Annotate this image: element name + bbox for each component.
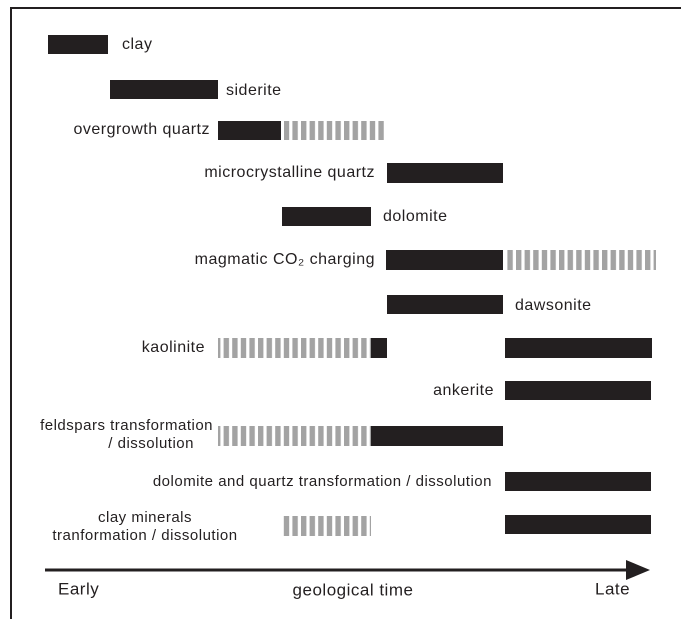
dashed-bar bbox=[282, 516, 371, 536]
dashed-bar bbox=[284, 121, 384, 140]
solid-bar bbox=[282, 207, 371, 226]
row-label: tranformation / dissolution bbox=[52, 527, 237, 544]
solid-bar bbox=[218, 121, 281, 140]
row-label: magmatic CO₂ charging bbox=[195, 251, 375, 268]
row-label: dolomite and quartz transformation / dis… bbox=[153, 473, 492, 490]
row-label: ankerite bbox=[433, 382, 494, 399]
arrow-head bbox=[626, 560, 650, 580]
dashed-bar bbox=[506, 250, 656, 270]
row-label: overgrowth quartz bbox=[73, 121, 210, 138]
solid-bar bbox=[48, 35, 108, 54]
solid-bar bbox=[505, 338, 652, 358]
row-label: feldspars transformation bbox=[40, 417, 213, 434]
row-label: dawsonite bbox=[515, 297, 592, 314]
row-label: microcrystalline quartz bbox=[204, 164, 375, 181]
solid-bar bbox=[371, 426, 503, 446]
solid-bar bbox=[387, 295, 503, 314]
row-label: dolomite bbox=[383, 208, 447, 225]
axis-start: Early bbox=[58, 579, 99, 598]
solid-bar bbox=[110, 80, 218, 99]
axis-title: geological time bbox=[293, 580, 414, 599]
solid-bar bbox=[371, 338, 387, 358]
row-label: clay minerals bbox=[98, 509, 192, 526]
dashed-bar bbox=[218, 338, 371, 358]
row-label: kaolinite bbox=[142, 339, 205, 356]
axis-end: Late bbox=[595, 579, 630, 598]
solid-bar bbox=[387, 163, 503, 183]
row-label: clay bbox=[122, 36, 152, 53]
solid-bar bbox=[505, 515, 651, 534]
row-label: siderite bbox=[226, 82, 282, 99]
solid-bar bbox=[505, 472, 651, 491]
solid-bar bbox=[505, 381, 651, 400]
row-label: / dissolution bbox=[108, 435, 194, 452]
solid-bar bbox=[386, 250, 503, 270]
dashed-bar bbox=[218, 426, 371, 446]
